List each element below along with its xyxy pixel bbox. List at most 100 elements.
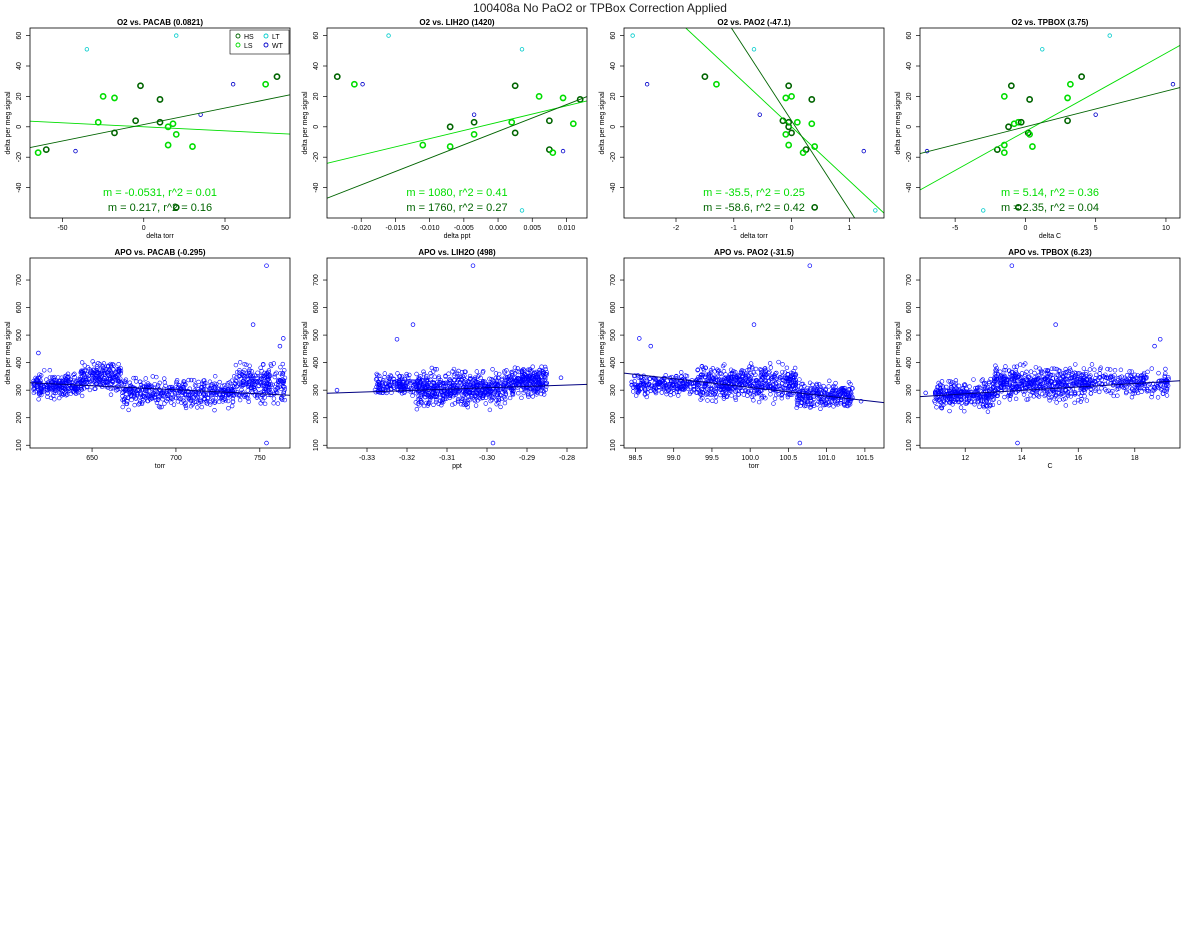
data-point	[1134, 382, 1140, 387]
y-tick-label: 20	[313, 92, 320, 100]
data-point	[1038, 370, 1044, 376]
data-point	[738, 370, 744, 376]
x-tick-label: 0.000	[489, 225, 507, 232]
plot-frame	[29, 257, 291, 449]
data-point	[816, 382, 822, 387]
data-point	[754, 381, 760, 386]
data-point	[991, 380, 996, 386]
data-point	[487, 407, 493, 413]
data-point	[250, 377, 256, 382]
data-point	[204, 401, 210, 406]
data-point	[207, 386, 213, 392]
data-point	[1108, 367, 1113, 372]
outlier-point	[1053, 322, 1058, 327]
data-point	[376, 379, 381, 385]
data-point	[152, 381, 157, 387]
data-point	[686, 381, 691, 386]
data-point	[91, 362, 97, 367]
data-point-LS	[164, 141, 172, 149]
data-point	[97, 372, 103, 378]
data-point	[271, 400, 276, 406]
data-point	[202, 392, 208, 397]
data-point	[955, 388, 960, 394]
data-point	[986, 381, 992, 386]
y-tick-label: 100	[906, 439, 913, 451]
data-point	[242, 394, 247, 399]
data-point	[1038, 368, 1044, 374]
data-point	[956, 399, 961, 405]
x-tick-label: 14	[1018, 455, 1026, 462]
data-point	[632, 373, 638, 378]
x-tick-label: 12	[961, 455, 969, 462]
y-axis-label: delta per meg signal	[599, 91, 606, 154]
data-point	[282, 397, 288, 403]
data-point	[61, 378, 67, 383]
data-point	[1072, 374, 1077, 380]
data-point	[842, 392, 847, 397]
legend-marker-WT	[263, 42, 269, 48]
data-point	[523, 388, 528, 394]
outlier-point	[648, 343, 654, 349]
fit-annotation-LS: m = -35.5, r^2 = 0.25	[703, 187, 805, 199]
data-point	[436, 374, 442, 379]
data-point	[673, 379, 679, 385]
data-point	[181, 379, 186, 384]
data-point	[71, 372, 76, 378]
panel-1: O2 vs. PACAB (0.0821) -50 0 50 -40 -20 0 20 40 60…	[5, 18, 291, 240]
data-point	[639, 378, 644, 383]
data-point	[490, 380, 495, 386]
data-point-LT	[630, 33, 635, 38]
data-point	[1124, 389, 1129, 395]
y-tick-label: 40	[16, 62, 23, 70]
data-point	[1033, 365, 1039, 370]
fit-annotation-HS: m = -58.6, r^2 = 0.42	[703, 202, 805, 214]
data-point	[632, 379, 637, 384]
data-point	[1040, 374, 1046, 380]
data-point	[178, 396, 183, 401]
data-point	[94, 374, 99, 379]
data-point	[638, 386, 644, 391]
data-point	[384, 384, 390, 390]
data-point	[543, 366, 548, 372]
data-point	[474, 382, 479, 387]
data-point	[157, 405, 163, 410]
data-point	[260, 362, 266, 367]
data-point	[123, 377, 129, 382]
data-point	[1014, 383, 1019, 389]
data-point	[271, 361, 277, 366]
y-tick-label: 0	[906, 125, 913, 129]
data-point	[685, 381, 690, 387]
x-tick-label: 700	[170, 455, 182, 462]
data-point	[833, 380, 838, 386]
data-point	[677, 383, 683, 388]
data-point	[98, 374, 103, 380]
data-point	[785, 394, 791, 400]
data-point	[87, 367, 92, 372]
panel-title: O2 vs. PACAB (0.0821)	[117, 18, 203, 27]
data-point	[260, 383, 265, 389]
data-point	[768, 365, 774, 370]
data-point-LS	[785, 141, 793, 149]
data-point	[528, 386, 534, 392]
data-point	[671, 383, 676, 388]
data-point	[167, 384, 173, 390]
data-point-LS	[111, 94, 118, 102]
data-point	[649, 383, 654, 389]
data-point	[802, 402, 807, 407]
data-point-LS	[569, 120, 577, 128]
data-point	[1052, 366, 1057, 371]
data-point	[796, 397, 801, 402]
data-point	[62, 385, 68, 390]
data-point	[169, 400, 174, 405]
data-point	[791, 387, 797, 392]
data-point	[434, 384, 440, 389]
data-point	[1021, 363, 1026, 368]
y-tick-label: 600	[610, 302, 617, 314]
data-point	[403, 384, 409, 389]
data-point	[255, 392, 260, 397]
data-point	[807, 405, 813, 410]
data-point	[38, 390, 44, 395]
data-point	[189, 377, 194, 383]
data-point	[399, 374, 405, 379]
data-point	[721, 392, 727, 397]
